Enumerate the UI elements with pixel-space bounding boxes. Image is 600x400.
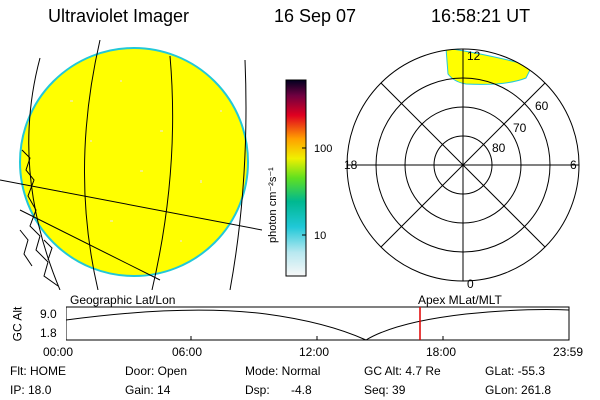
gc-alt-axis-label: GC Alt: [10, 306, 25, 342]
auroral-oval-patch: [445, 49, 533, 85]
status-gain: Gain: 14: [125, 383, 171, 397]
mlt-label-12: 12: [467, 49, 481, 63]
status-flight: Flt: HOME: [10, 364, 66, 378]
altitude-timeline-plot: [66, 306, 570, 341]
lat-label-80: 80: [492, 141, 506, 155]
lat-label-70: 70: [513, 121, 527, 135]
y-label-min: 1.8: [40, 326, 57, 340]
meridian-1: [28, 57, 61, 290]
polar-diagonal-2: [380, 82, 546, 248]
mlt-label-6: 6: [570, 158, 577, 172]
time-tick-00: 00:00: [43, 345, 74, 359]
meridian-4: [229, 59, 247, 290]
meridian-2: [84, 40, 101, 290]
status-ip: IP: 18.0: [10, 383, 52, 397]
colorbar-gradient: [285, 79, 307, 277]
time-tick-06: 06:00: [172, 345, 203, 359]
timeline-ticks: [66, 336, 570, 340]
colorbar-units-label: photon cm⁻²s⁻¹: [267, 167, 279, 243]
polar-plot: 12 18 6 0 60 70 80: [344, 48, 580, 291]
geographic-caption: Geographic Lat/Lon: [70, 293, 176, 307]
mlt-label-18: 18: [344, 158, 358, 172]
colorbar-tick-label-100: 100: [314, 143, 332, 155]
status-glat: GLat: -55.3: [485, 364, 546, 378]
coastline-icon: [19, 149, 59, 287]
status-seq: Seq: 39: [364, 383, 406, 397]
status-dsp-value: -4.8: [291, 383, 312, 397]
status-gc-alt: GC Alt: 4.7 Re: [364, 364, 441, 378]
noise-texture: [60, 80, 222, 242]
time-tick-2359: 23:59: [553, 345, 584, 359]
observation-time: 16:58:21 UT: [431, 6, 531, 26]
status-dsp-label: Dsp:: [245, 383, 270, 397]
lat-lon-grid: [0, 40, 262, 290]
parallel-1: [0, 179, 262, 231]
status-glon: GLon: 261.8: [485, 383, 552, 397]
mlt-label-0: 0: [467, 277, 474, 291]
polar-grid: [346, 48, 580, 282]
colorbar-panel: 100 10 photon cm⁻²s⁻¹: [267, 79, 332, 277]
status-mode: Mode: Normal: [245, 364, 321, 378]
time-tick-12: 12:00: [299, 345, 330, 359]
apex-caption: Apex MLat/MLT: [418, 293, 502, 307]
time-tick-18: 18:00: [426, 345, 457, 359]
meridian-3: [151, 55, 174, 290]
parallel-2: [19, 209, 161, 281]
geographic-image-panel: [0, 40, 262, 290]
y-label-max: 9.0: [40, 307, 57, 321]
lat-label-60: 60: [535, 99, 549, 113]
status-door: Door: Open: [125, 364, 188, 378]
observation-date: 16 Sep 07: [274, 6, 357, 26]
altitude-curve: [66, 309, 570, 341]
colorbar-tick-label-10: 10: [314, 230, 326, 242]
earth-disk: [19, 47, 249, 277]
instrument-title: Ultraviolet Imager: [48, 6, 190, 26]
